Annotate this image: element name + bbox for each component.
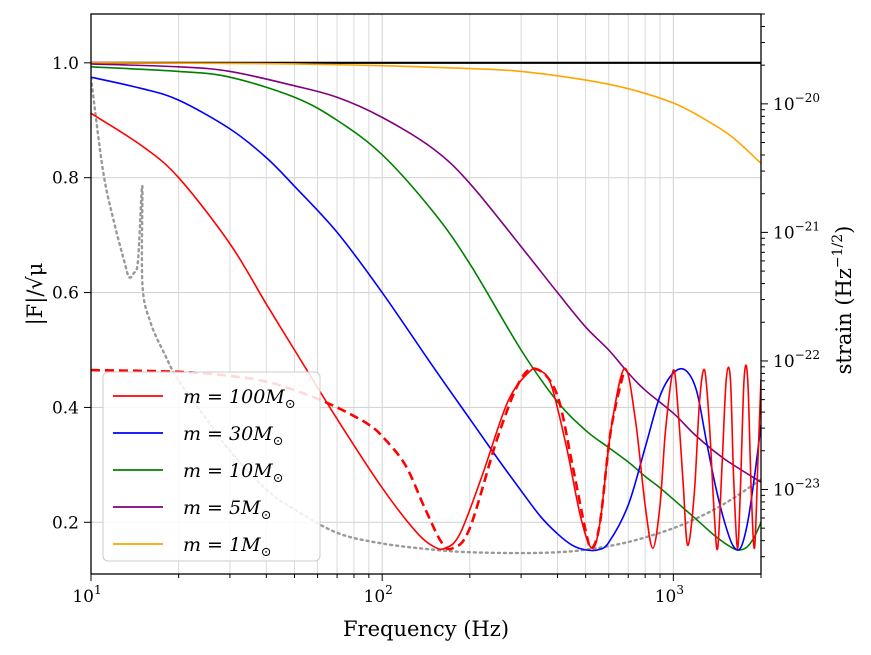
y-axis-label: |F|/√μ bbox=[23, 263, 48, 326]
series-line-10msun bbox=[91, 66, 761, 551]
legend-label-sun-subscript: ⊙ bbox=[261, 508, 272, 523]
x-tick-label-base: 10 bbox=[655, 587, 677, 607]
legend-label: m = 5M⊙ bbox=[183, 497, 271, 523]
y2-axis-label: strain (Hz−1/2) bbox=[830, 226, 856, 375]
legend-label-text: m = 30M bbox=[183, 423, 273, 445]
y2-tick-label: 10−20 bbox=[773, 91, 820, 115]
legend-label-text: m = 100M bbox=[183, 386, 285, 408]
y2-axis-label-close: ) bbox=[832, 226, 856, 234]
y-tick-label: 0.6 bbox=[52, 284, 79, 304]
y2-tick-label-base: 10 bbox=[773, 352, 795, 372]
series-line-5msun bbox=[91, 63, 761, 483]
y2-tick-label: 10−23 bbox=[773, 476, 820, 500]
y2-tick-label-base: 10 bbox=[773, 223, 795, 243]
y2-tick-label-base: 10 bbox=[773, 480, 795, 500]
series-line-30msun bbox=[91, 76, 761, 552]
legend-label: m = 1M⊙ bbox=[183, 534, 271, 560]
legend-label-text: m = 1M bbox=[183, 534, 261, 556]
legend-label-sun-subscript: ⊙ bbox=[273, 434, 284, 449]
x-tick-label-base: 10 bbox=[364, 587, 386, 607]
x-tick-label-base: 10 bbox=[72, 587, 94, 607]
series-line-1msun bbox=[91, 62, 761, 164]
y2-axis-label-exp: −1/2 bbox=[830, 234, 846, 268]
y2-tick-label-exp: −20 bbox=[795, 91, 820, 105]
y2-tick-label-base: 10 bbox=[773, 95, 795, 115]
legend-label: m = 10M⊙ bbox=[183, 460, 284, 486]
x-tick-label: 103 bbox=[655, 583, 684, 607]
legend-label-text: m = 10M bbox=[183, 460, 273, 482]
x-tick-label: 102 bbox=[364, 583, 393, 607]
x-tick-label-exp: 1 bbox=[94, 583, 102, 597]
y2-tick-label: 10−21 bbox=[773, 219, 820, 243]
y2-tick-label-exp: −21 bbox=[795, 219, 820, 233]
legend-label-sun-subscript: ⊙ bbox=[261, 545, 272, 560]
ticks bbox=[84, 13, 768, 581]
y-tick-label: 0.8 bbox=[52, 169, 79, 189]
y-tick-label: 0.2 bbox=[52, 513, 79, 533]
y-tick-label: 0.4 bbox=[52, 398, 79, 418]
y-tick-label: 1.0 bbox=[52, 54, 79, 74]
x-axis-label: Frequency (Hz) bbox=[343, 617, 509, 641]
x-tick-label-exp: 2 bbox=[385, 583, 393, 597]
legend-label-sun-subscript: ⊙ bbox=[285, 397, 296, 412]
legend-label-sun-subscript: ⊙ bbox=[273, 471, 284, 486]
y2-tick-label-exp: −23 bbox=[795, 476, 820, 490]
legend-label: m = 30M⊙ bbox=[183, 423, 284, 449]
x-tick-label-exp: 3 bbox=[676, 583, 684, 597]
y2-tick-label: 10−22 bbox=[773, 348, 820, 372]
y2-axis-label-base: strain (Hz bbox=[832, 268, 856, 374]
x-tick-label: 101 bbox=[72, 583, 101, 607]
m100-approx-curve bbox=[91, 367, 626, 551]
legend-box bbox=[102, 371, 321, 562]
legend-label: m = 100M⊙ bbox=[183, 386, 296, 412]
legend: m = 100M⊙m = 30M⊙m = 10M⊙m = 5M⊙m = 1M⊙ bbox=[102, 371, 321, 562]
legend-label-text: m = 5M bbox=[183, 497, 261, 519]
series-line-100msun bbox=[91, 112, 761, 551]
y2-tick-label-exp: −22 bbox=[795, 348, 820, 362]
plot-frame bbox=[90, 13, 762, 575]
